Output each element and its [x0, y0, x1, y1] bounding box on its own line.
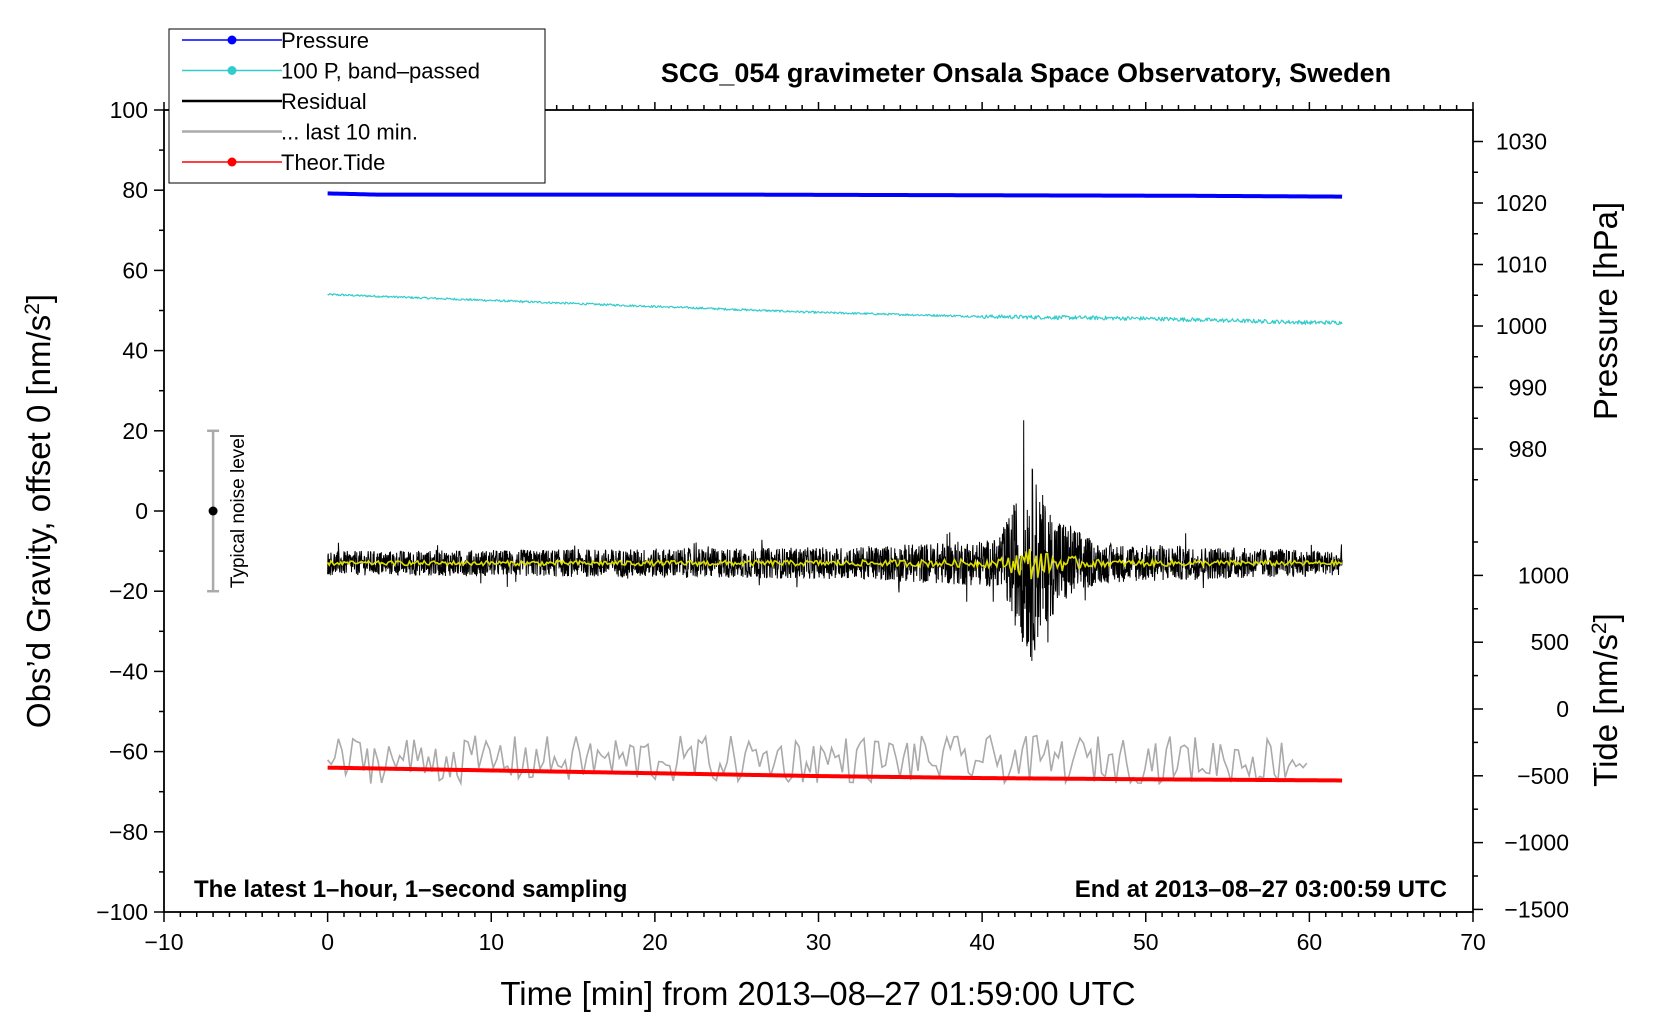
legend-box: [168, 28, 546, 184]
x-tick-label: 20: [642, 929, 668, 955]
legend-label: Theor.Tide: [281, 150, 385, 175]
pressure-tick-label: 1020: [1496, 190, 1547, 216]
y-tick-label: 0: [135, 498, 148, 524]
tide-tick-label: −500: [1517, 763, 1569, 789]
y-tick-label: 40: [122, 338, 148, 364]
legend-label: ... last 10 min.: [281, 120, 418, 145]
y-axis-tide: −1500 −1000 −500 0 500 1000: [1473, 541, 1569, 922]
tide-axis-label-main: Tide [nm/s: [1587, 634, 1624, 787]
pressure-tick-label: 980: [1509, 436, 1547, 462]
y-tick-label: 100: [110, 97, 148, 123]
pressure-tick-label: 1030: [1496, 129, 1547, 155]
tide-axis-label-end: ]: [1587, 613, 1624, 622]
y-tick-label: 80: [122, 177, 148, 203]
x-tick-label: 10: [478, 929, 504, 955]
tide-axis-label: Tide [nm/s2]: [1587, 613, 1624, 787]
note-right: End at 2013–08–27 03:00:59 UTC: [1075, 876, 1447, 903]
x-tick-label: 50: [1133, 929, 1159, 955]
y-tick-label: −20: [109, 578, 148, 604]
series-pressure-line: [327, 191, 1343, 199]
legend-marker: [227, 35, 237, 45]
pressure-tick-label: 1000: [1496, 313, 1547, 339]
series-residual-smoothed-line: [326, 548, 1343, 580]
y-axis-left-label-end: ]: [20, 294, 57, 303]
legend-marker: [227, 66, 237, 75]
x-axis-label: Time [min] from 2013–08–27 01:59:00 UTC: [500, 975, 1135, 1012]
y-tick-label: −100: [96, 899, 148, 925]
noise-bar-label: Typical noise level: [228, 434, 249, 588]
y-tick-label: 60: [122, 257, 148, 283]
series-last-10-min-line: [327, 734, 1308, 787]
y-axis-pressure: 980 990 1000 1010 1020 1030: [1473, 129, 1547, 481]
y-axis-left-label: Obs’d Gravity, offset 0 [nm/s2]: [20, 294, 57, 728]
legend-label: 100 P, band–passed: [281, 59, 480, 84]
legend-label: Residual: [281, 89, 367, 114]
note-left: The latest 1–hour, 1–second sampling: [194, 876, 627, 903]
x-tick-label: 40: [969, 929, 995, 955]
pressure-axis-label: Pressure [hPa]: [1587, 202, 1624, 420]
series-band-passed-line: [327, 292, 1343, 325]
y-tick-label: −40: [109, 658, 148, 684]
tide-tick-label: 500: [1531, 629, 1569, 655]
chart-title: SCG_054 gravimeter Onsala Space Observat…: [661, 58, 1391, 88]
series-residual-line: [327, 420, 1343, 661]
x-axis: −10 0 10 20 30 40 50 60 70: [144, 102, 1486, 955]
y-axis-left-label-sup: 2: [21, 303, 44, 315]
pressure-tick-label: 1010: [1496, 252, 1547, 278]
legend-label: Pressure: [281, 28, 369, 53]
tide-axis-label-sup: 2: [1588, 622, 1611, 634]
x-tick-label: 0: [321, 929, 334, 955]
tide-tick-label: 1000: [1518, 562, 1569, 588]
y-axis-left: −100 −80 −60 −40 −20 0 20 40 60 80 100: [96, 97, 164, 925]
y-tick-label: −60: [109, 739, 148, 765]
tide-tick-label: −1500: [1504, 896, 1569, 922]
typical-noise-bar: Typical noise level: [207, 429, 249, 593]
tide-tick-label: −1000: [1504, 830, 1569, 856]
noise-bar-center-dot: [208, 506, 218, 516]
x-tick-label: 60: [1297, 929, 1323, 955]
y-tick-label: −80: [109, 819, 148, 845]
x-tick-label: 70: [1460, 929, 1486, 955]
tide-tick-label: 0: [1556, 696, 1569, 722]
x-tick-label: 30: [806, 929, 832, 955]
x-tick-label: −10: [144, 929, 183, 955]
plot-frame: [163, 109, 1474, 913]
legend: Pressure 100 P, band–passed Residual ... la…: [168, 28, 546, 184]
y-axis-left-label-main: Obs’d Gravity, offset 0 [nm/s: [20, 315, 57, 728]
series-theor-tide-line: [327, 765, 1343, 783]
pressure-tick-label: 990: [1509, 375, 1547, 401]
y-tick-label: 20: [122, 418, 148, 444]
legend-marker: [227, 157, 237, 167]
